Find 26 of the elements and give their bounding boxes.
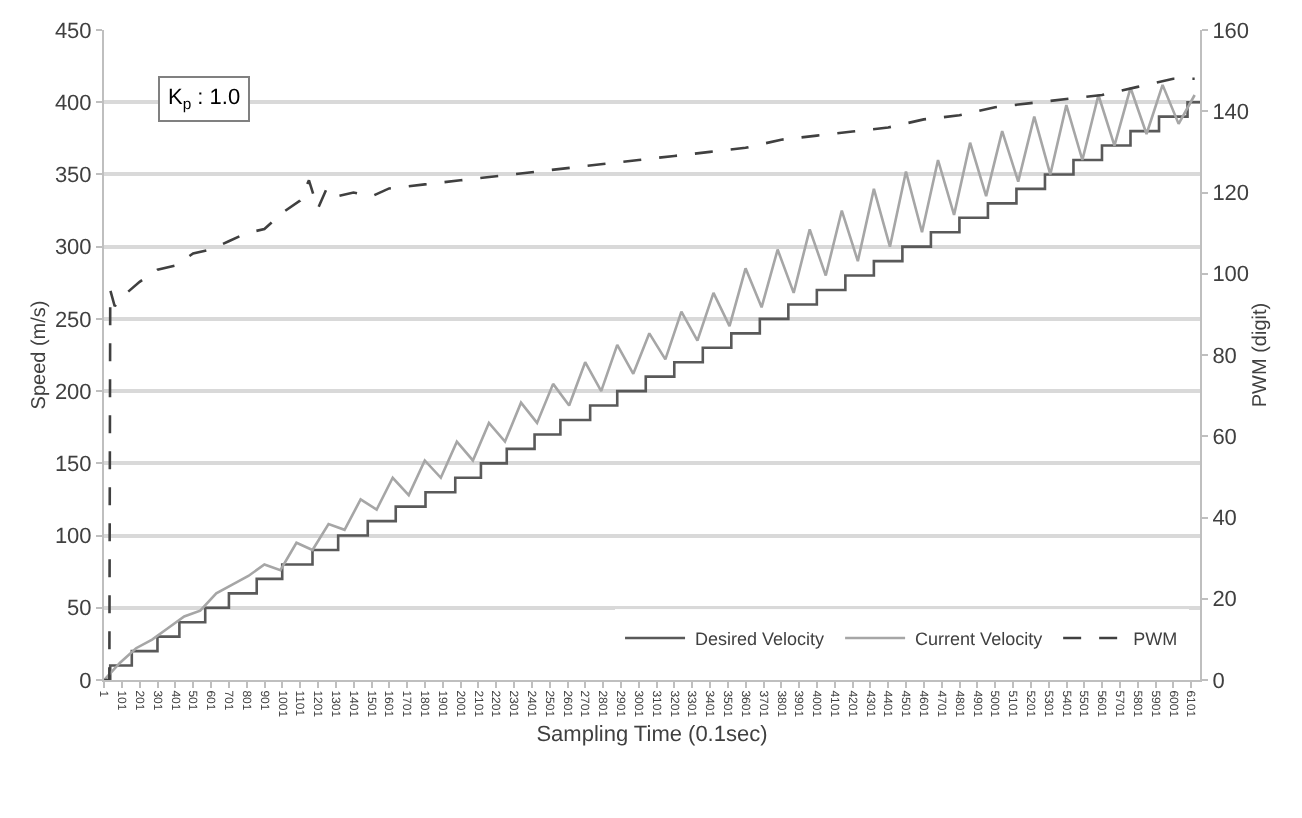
y2-tick-label: 60 bbox=[1212, 425, 1237, 450]
y-tick-label: 250 bbox=[54, 308, 92, 333]
legend-label: Desired Velocity bbox=[695, 629, 826, 650]
y-tick-label: 400 bbox=[54, 91, 92, 116]
y-axis-title: Speed (m/s) bbox=[28, 300, 51, 410]
y-tick-label: 200 bbox=[54, 380, 92, 405]
y2-axis-title: PWM (digit) bbox=[1250, 302, 1273, 408]
legend-label: PWM bbox=[1133, 629, 1178, 650]
y2-tick-label: 20 bbox=[1212, 588, 1237, 613]
y2-tick-label: 140 bbox=[1212, 100, 1250, 125]
y2-tick-label: 100 bbox=[1212, 263, 1250, 288]
y-tick-label: 50 bbox=[67, 597, 92, 622]
x-axis-title: Sampling Time (0.1sec) bbox=[536, 722, 768, 747]
y-tick-label: 150 bbox=[54, 453, 92, 478]
y2-tick-label: 160 bbox=[1212, 19, 1250, 44]
annotation: K$_{p}$ : 1.0 bbox=[168, 86, 241, 113]
y2-tick-label: 120 bbox=[1212, 182, 1250, 207]
y2-tick-label: 40 bbox=[1212, 507, 1237, 532]
y-tick-label: 350 bbox=[54, 164, 92, 189]
y-tick-label: 0 bbox=[79, 669, 92, 694]
y-tick-label: 300 bbox=[54, 236, 92, 261]
y2-tick-label: 0 bbox=[1212, 669, 1225, 694]
legend-label: Current Velocity bbox=[915, 629, 1044, 650]
y-tick-label: 100 bbox=[54, 525, 92, 550]
y-tick-label: 450 bbox=[54, 19, 92, 44]
y2-tick-label: 80 bbox=[1212, 344, 1237, 369]
